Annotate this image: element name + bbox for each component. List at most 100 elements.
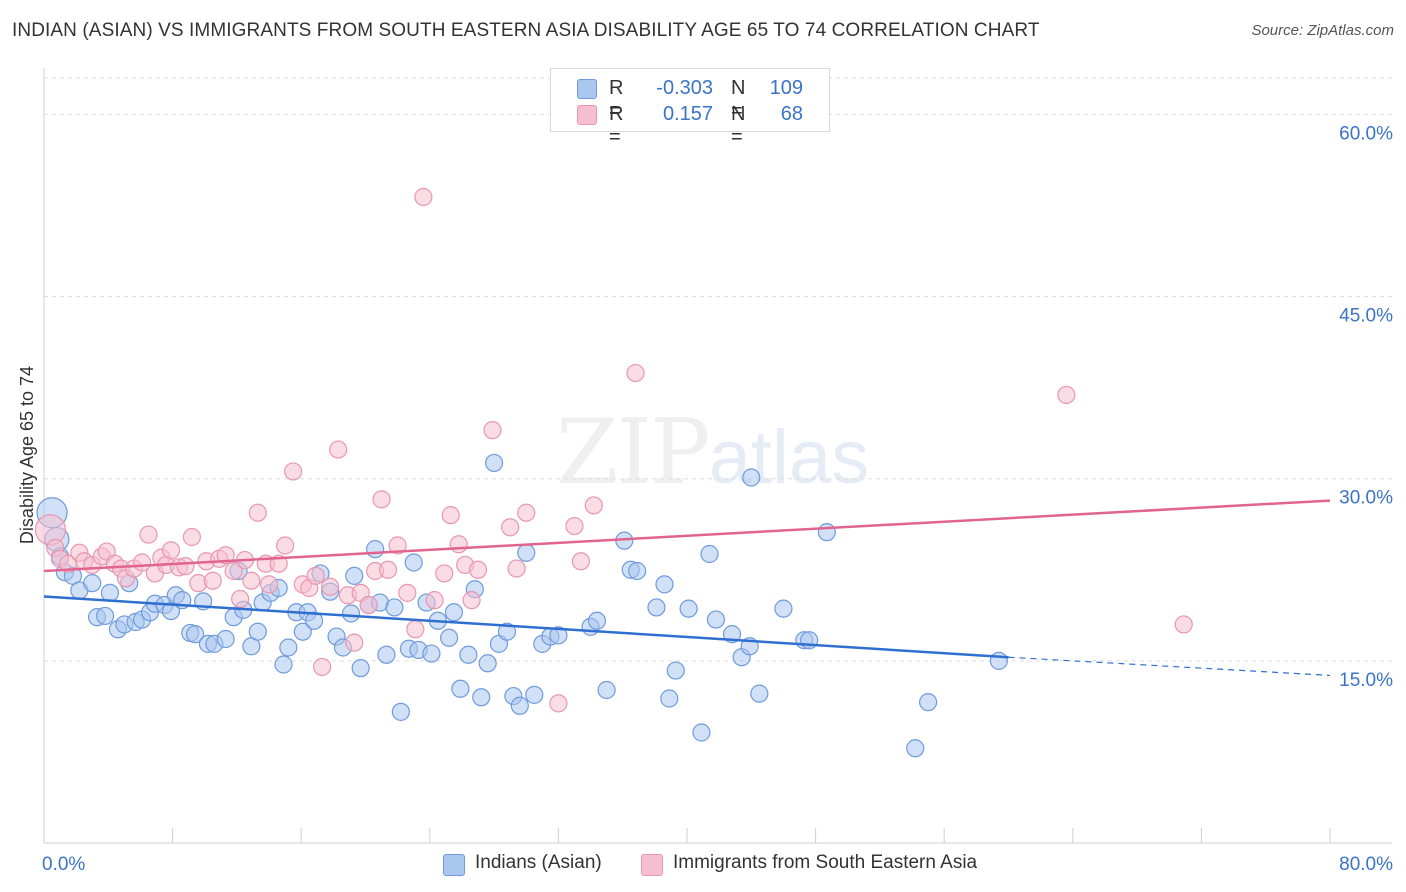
point-immigrants — [414, 187, 433, 207]
point-immigrants — [549, 694, 568, 713]
trend-line-indians — [43, 595, 1009, 659]
point-indians — [385, 598, 404, 617]
point-immigrants — [1174, 615, 1193, 634]
chart-title: INDIAN (ASIAN) VS IMMIGRANTS FROM SOUTH … — [12, 20, 1040, 41]
point-indians — [525, 685, 544, 704]
legend-swatch-pink — [577, 105, 597, 125]
point-indians — [517, 543, 536, 562]
point-immigrants — [321, 577, 340, 596]
legend-n-value: 68 — [780, 103, 803, 125]
x-tick-label: 0.0% — [42, 854, 85, 875]
point-indians — [597, 680, 616, 700]
point-indians — [742, 468, 761, 487]
axes — [43, 68, 1392, 844]
point-indians — [679, 599, 698, 618]
point-immigrants — [242, 571, 261, 590]
point-indians — [186, 625, 205, 644]
point-indians — [100, 583, 120, 602]
bottom-legend-swatch-blue — [443, 854, 465, 876]
point-immigrants — [1057, 385, 1076, 405]
point-indians — [647, 598, 666, 617]
bottom-legend-swatch-pink — [641, 854, 663, 876]
point-indians — [497, 622, 517, 641]
point-indians — [774, 599, 793, 618]
point-immigrants — [398, 583, 417, 602]
point-immigrants — [216, 546, 235, 565]
point-immigrants — [276, 536, 295, 555]
tick-labels: 15.0% 30.0% 45.0% 60.0% 0.0% 80.0% Disability … — [17, 123, 1393, 875]
point-immigrants — [224, 561, 243, 581]
point-indians — [549, 626, 568, 645]
point-indians — [919, 693, 938, 712]
point-immigrants — [571, 552, 591, 571]
point-immigrants — [312, 657, 332, 677]
point-indians — [444, 603, 464, 622]
point-immigrants — [425, 591, 444, 610]
point-immigrants — [483, 421, 502, 440]
bottom-legend-label: Indians (Asian) — [475, 852, 602, 873]
point-indians — [485, 453, 504, 473]
point-immigrants — [203, 571, 222, 590]
x-tick-label: 80.0% — [1339, 854, 1393, 875]
source-label: Source: ZipAtlas.com — [1251, 22, 1394, 39]
point-immigrants — [449, 535, 468, 554]
point-indians — [248, 622, 267, 641]
point-indians — [451, 679, 470, 698]
y-axis-label: Disability Age 65 to 74 — [17, 366, 37, 544]
legend-r-label: R = — [609, 103, 624, 148]
point-immigrants — [584, 496, 603, 515]
correlation-legend: R = -0.303 N = 109 R = 0.157 N = 68 — [550, 68, 830, 148]
point-indians — [391, 702, 410, 721]
point-immigrants — [306, 566, 325, 585]
point-immigrants — [372, 490, 391, 509]
trend-line-immigrants — [43, 499, 1331, 573]
point-immigrants — [284, 462, 303, 481]
point-immigrants — [182, 527, 201, 547]
legend-r-value: 0.157 — [662, 103, 713, 125]
point-indians — [750, 684, 769, 703]
point-immigrants — [248, 503, 267, 522]
series-immigrants-se-asia — [34, 187, 1193, 713]
trend-line-indians-extension — [1008, 656, 1331, 677]
point-indians — [366, 540, 385, 559]
point-immigrants — [329, 440, 348, 459]
point-immigrants — [406, 620, 425, 639]
y-tick-label: 60.0% — [1339, 123, 1393, 144]
point-immigrants — [259, 575, 279, 594]
watermark: ZIPatlas — [556, 400, 869, 505]
y-tick-label: 15.0% — [1339, 670, 1393, 691]
point-immigrants — [176, 557, 195, 576]
legend-r-label: R = — [609, 77, 624, 122]
point-immigrants — [359, 595, 378, 615]
watermark-zip: ZIP — [556, 400, 711, 505]
point-indians — [216, 629, 235, 649]
point-indians — [472, 688, 491, 707]
point-indians — [345, 566, 364, 585]
point-immigrants — [468, 560, 488, 579]
y-tick-label: 45.0% — [1339, 306, 1393, 327]
point-indians — [666, 661, 685, 680]
trend-lines — [43, 499, 1331, 677]
point-indians — [293, 622, 312, 641]
point-indians — [660, 689, 679, 708]
point-indians — [404, 553, 423, 572]
point-indians — [422, 644, 441, 663]
point-indians — [83, 574, 102, 593]
point-immigrants — [435, 564, 454, 583]
point-indians — [377, 645, 396, 664]
legend-r-value: -0.303 — [656, 77, 713, 99]
point-indians — [274, 655, 293, 674]
point-indians — [351, 659, 370, 678]
point-immigrants — [345, 633, 364, 652]
point-indians — [341, 604, 361, 623]
point-indians — [587, 611, 607, 630]
point-indians — [95, 606, 115, 626]
point-indians — [655, 575, 674, 594]
point-immigrants — [507, 559, 526, 578]
watermark-atlas: atlas — [708, 415, 870, 500]
bottom-legend-label: Immigrants from South Eastern Asia — [673, 852, 978, 873]
point-immigrants — [441, 506, 460, 525]
point-indians — [706, 610, 726, 629]
point-immigrants — [139, 525, 158, 544]
